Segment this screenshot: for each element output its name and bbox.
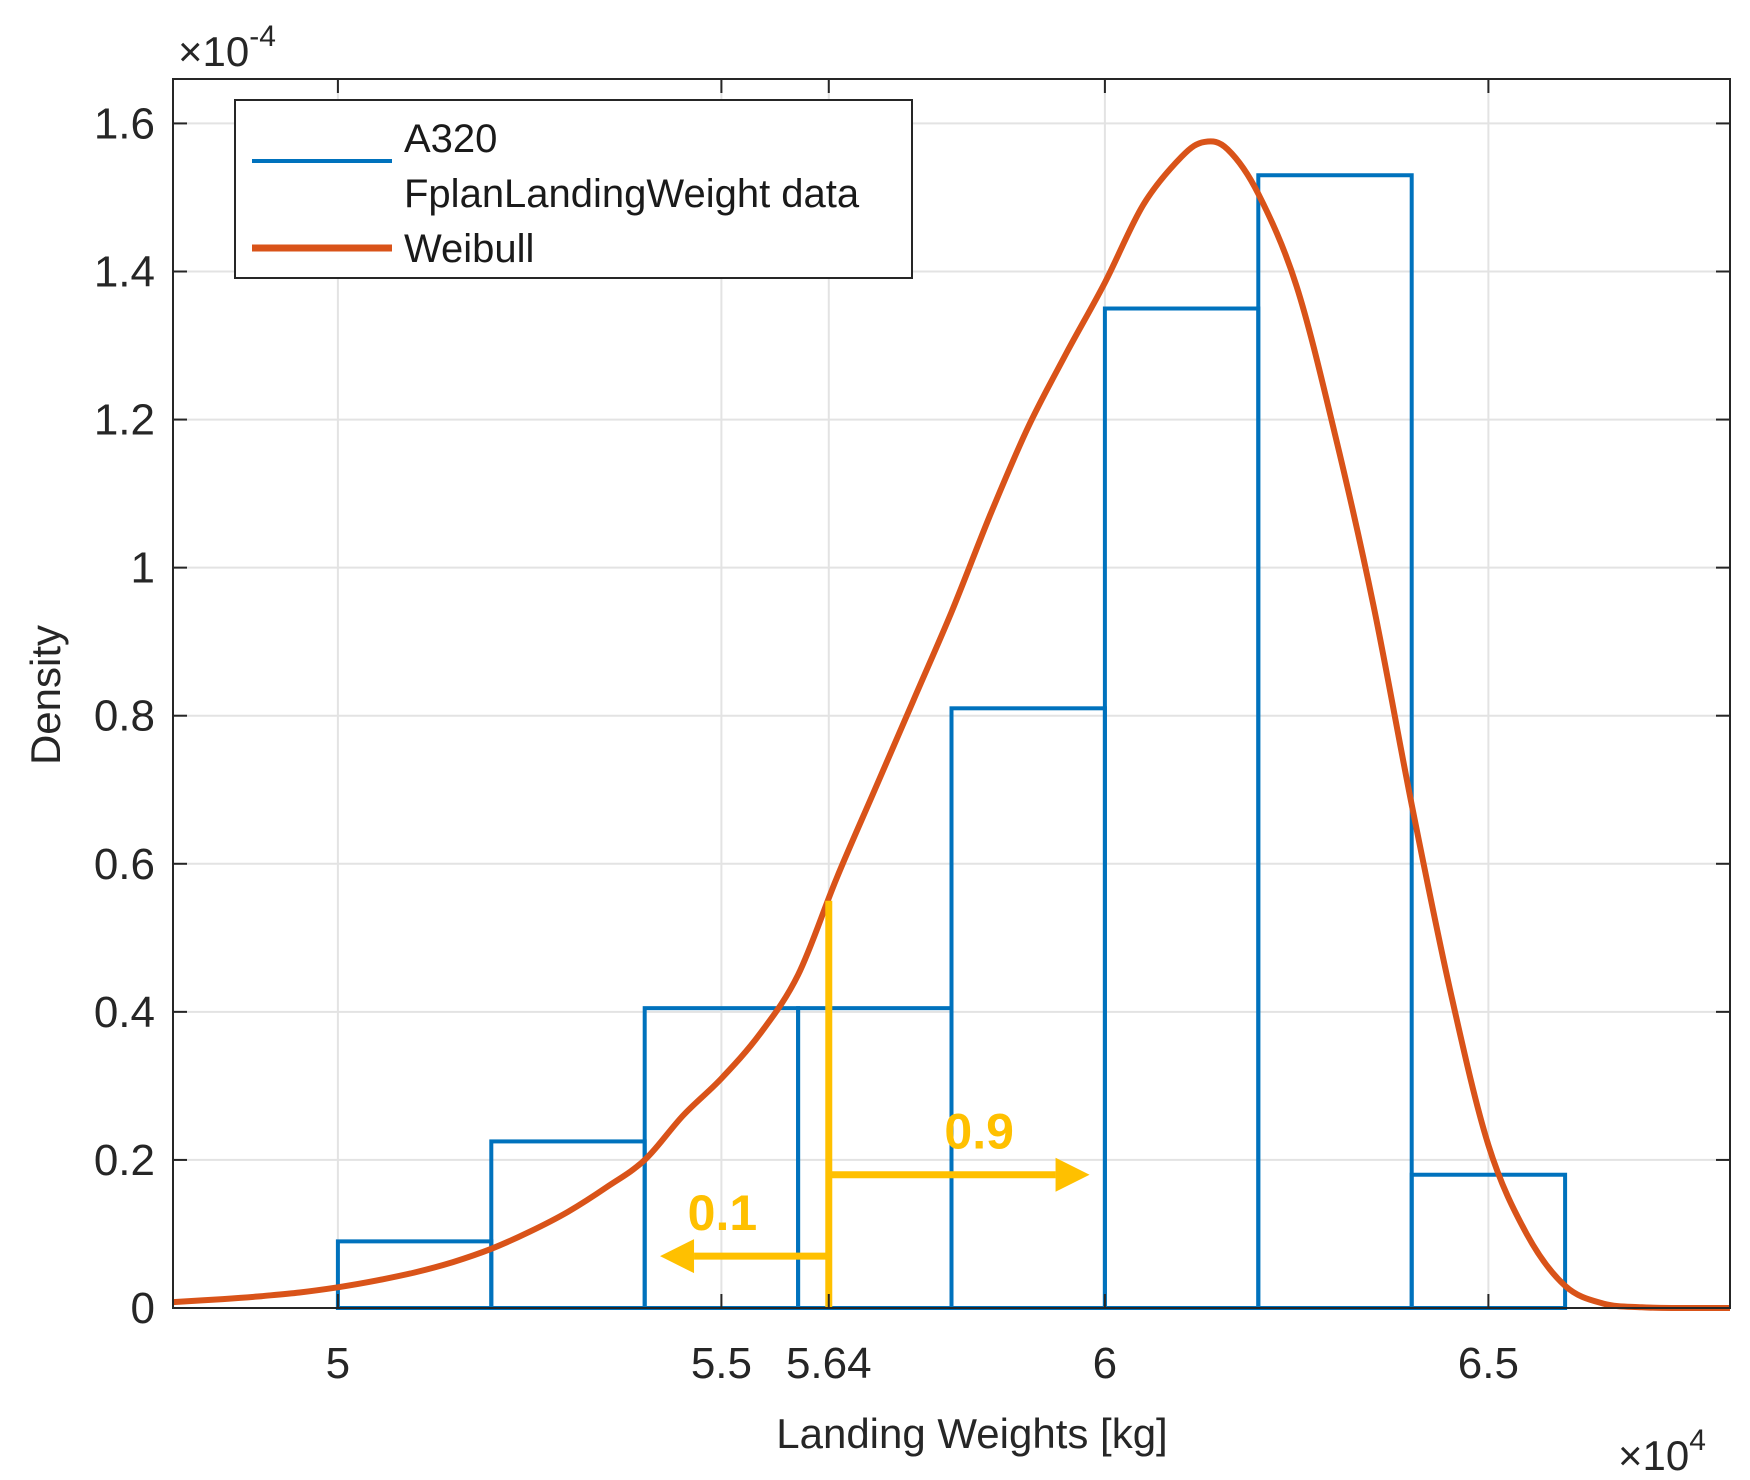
x-multiplier: ×104 xyxy=(1618,1424,1706,1479)
histogram-bar xyxy=(949,706,1107,1310)
y-tick-label: 0.8 xyxy=(94,692,155,741)
y-tick-label: 0.6 xyxy=(94,840,155,889)
y-tick-label: 1.2 xyxy=(94,396,155,445)
x-tick-label: 5 xyxy=(326,1339,350,1388)
x-tick-label: 6 xyxy=(1093,1339,1117,1388)
left-probability-label: 0.1 xyxy=(688,1185,758,1241)
x-tick-label: 5.5 xyxy=(691,1339,752,1388)
y-axis-label: Density xyxy=(22,625,69,765)
legend-label-histogram-line2: FplanLandingWeight data xyxy=(404,172,860,216)
y-tick-label: 0.2 xyxy=(94,1136,155,1185)
y-multiplier: ×10-4 xyxy=(178,20,276,75)
y-tick-label: 0 xyxy=(131,1284,155,1333)
y-tick-label: 0.4 xyxy=(94,988,155,1037)
histogram-bar xyxy=(796,1006,954,1310)
histogram-bar xyxy=(489,1139,647,1311)
axes-box xyxy=(172,78,1731,1309)
legend: A320 FplanLandingWeight data Weibull xyxy=(234,99,913,279)
weibull-fit-curve xyxy=(172,138,1731,1312)
histogram-bar xyxy=(1256,173,1414,1311)
x-tick-label: 6.5 xyxy=(1458,1339,1519,1388)
right-probability-label: 0.9 xyxy=(944,1104,1014,1160)
legend-label-histogram-line1: A320 xyxy=(404,117,497,161)
threshold-annotation: 0.1 0.9 xyxy=(660,900,1090,1308)
axis-ticks: 5 5.5 5.64 6 6.5 0 0.2 0.4 0.6 0.8 1 1.2 1.4 1.6 xyxy=(94,79,1730,1388)
x-axis-label: Landing Weights [kg] xyxy=(776,1410,1167,1457)
legend-label-weibull: Weibull xyxy=(404,227,534,271)
x-tick-label: 5.64 xyxy=(786,1339,872,1388)
right-arrow-head xyxy=(1055,1157,1090,1192)
y-tick-label: 1.6 xyxy=(94,99,155,148)
histogram-bar xyxy=(1102,306,1261,1311)
left-arrow-head xyxy=(660,1239,695,1274)
y-tick-label: 1 xyxy=(131,544,155,593)
y-tick-label: 1.4 xyxy=(94,247,155,296)
